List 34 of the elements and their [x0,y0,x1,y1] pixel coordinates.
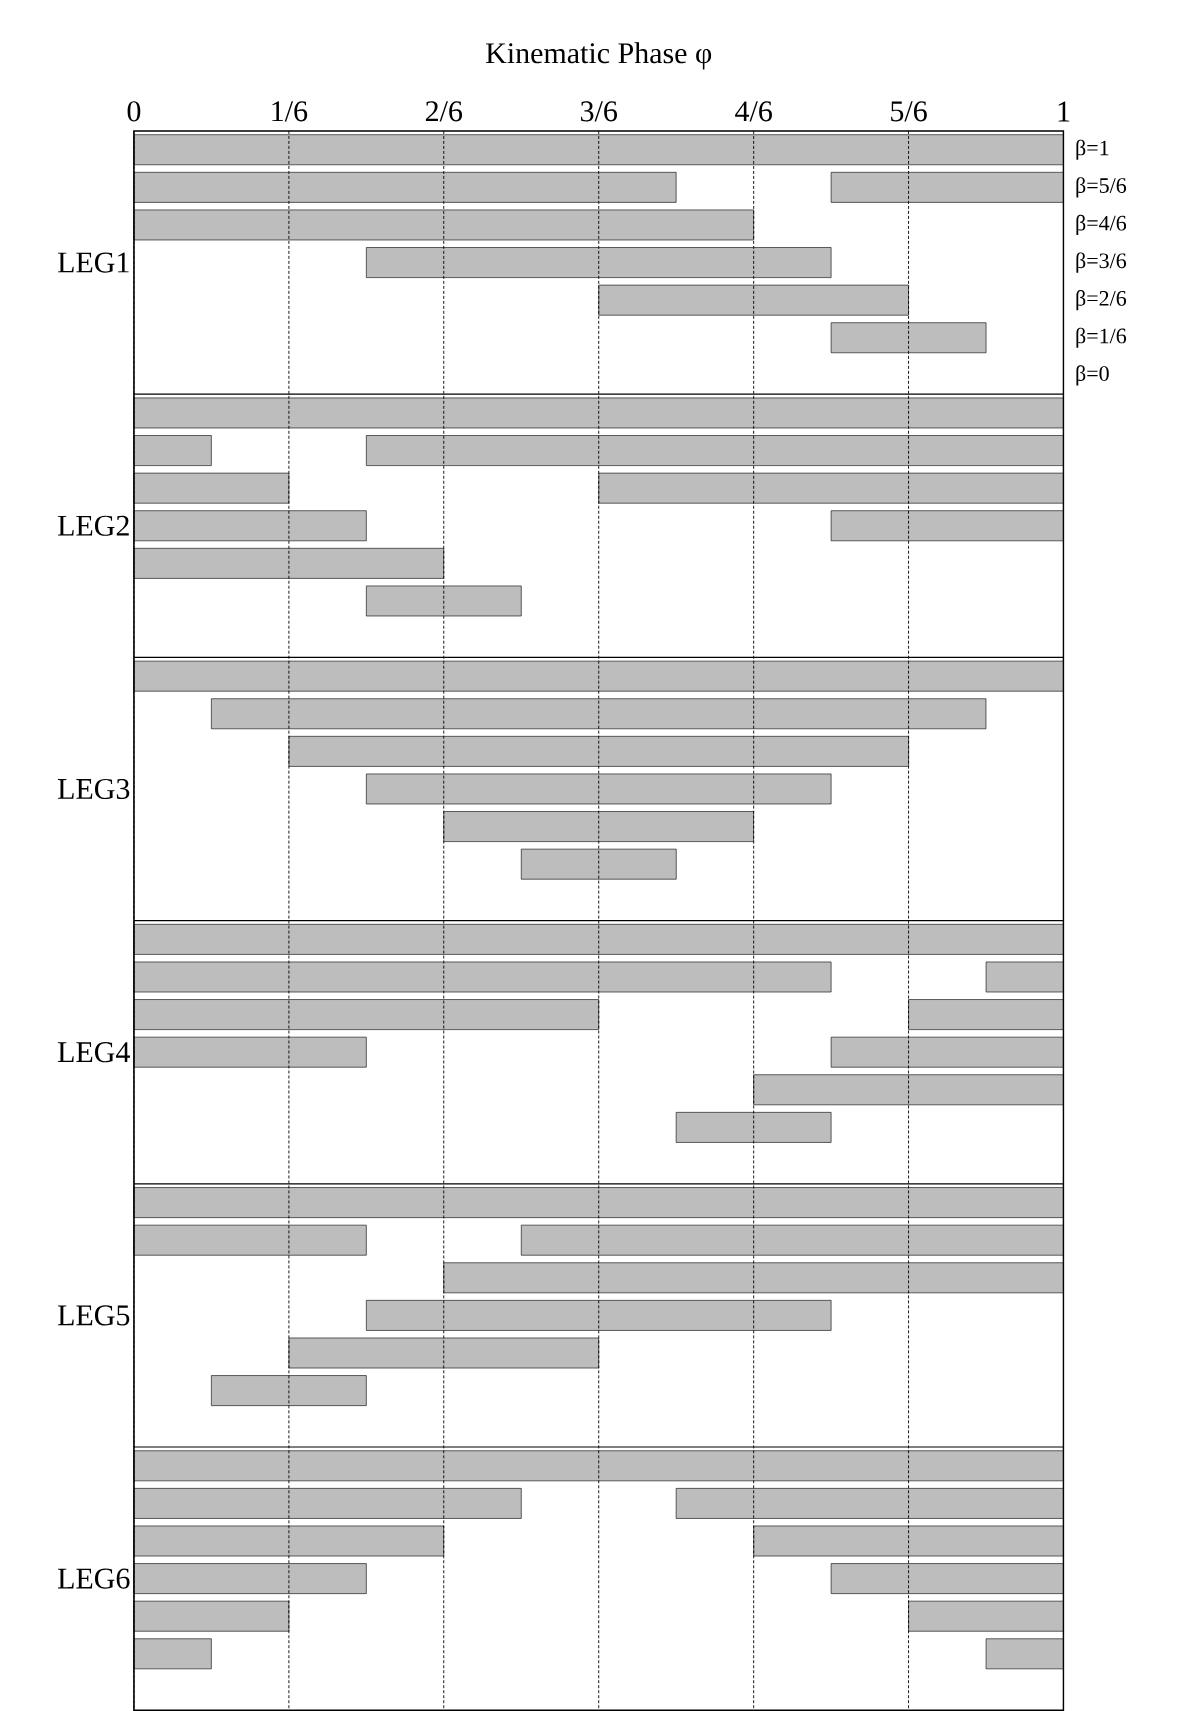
y-tick-label: β=1 [1076,139,1109,160]
bar [598,284,909,316]
x-tick-label: 4/6 [734,101,772,122]
y-tick-label: β=3/6 [1076,252,1126,273]
y-tick-label: β=2/6 [1076,290,1126,311]
x-tick-label: 2/6 [425,101,462,122]
x-tick-label: 0 [127,101,141,122]
text: LEG1 [57,252,129,273]
bar [830,322,987,354]
text: LEG6 [57,1568,130,1589]
bar [365,585,522,617]
x-tick-label: 3/6 [580,101,617,122]
bar [365,1300,832,1331]
bar [288,1337,599,1369]
bar [288,736,909,767]
x-axis-title: Kinematic Phase φ [485,42,711,70]
bar [210,698,987,730]
bar [210,1375,367,1406]
bar [675,1112,832,1143]
y-tick-label: β=4/6 [1076,214,1126,236]
bar [443,811,754,842]
y-tick-label: β=0 [1076,365,1109,386]
text: LEG5 [57,1305,130,1326]
text: LEG3 [57,778,130,800]
x-tick-label: 1 [1058,101,1069,122]
x-tick-label: 5/6 [890,101,927,122]
x-tick-label: 1/6 [272,101,307,122]
text: LEG2 [57,515,129,536]
bar [520,848,677,880]
y-tick-label: β=1/6 [1076,327,1126,348]
y-tick-label: β=5/6 [1076,177,1126,198]
bar [365,773,832,805]
text: LEG4 [57,1042,130,1063]
bar [365,247,832,278]
